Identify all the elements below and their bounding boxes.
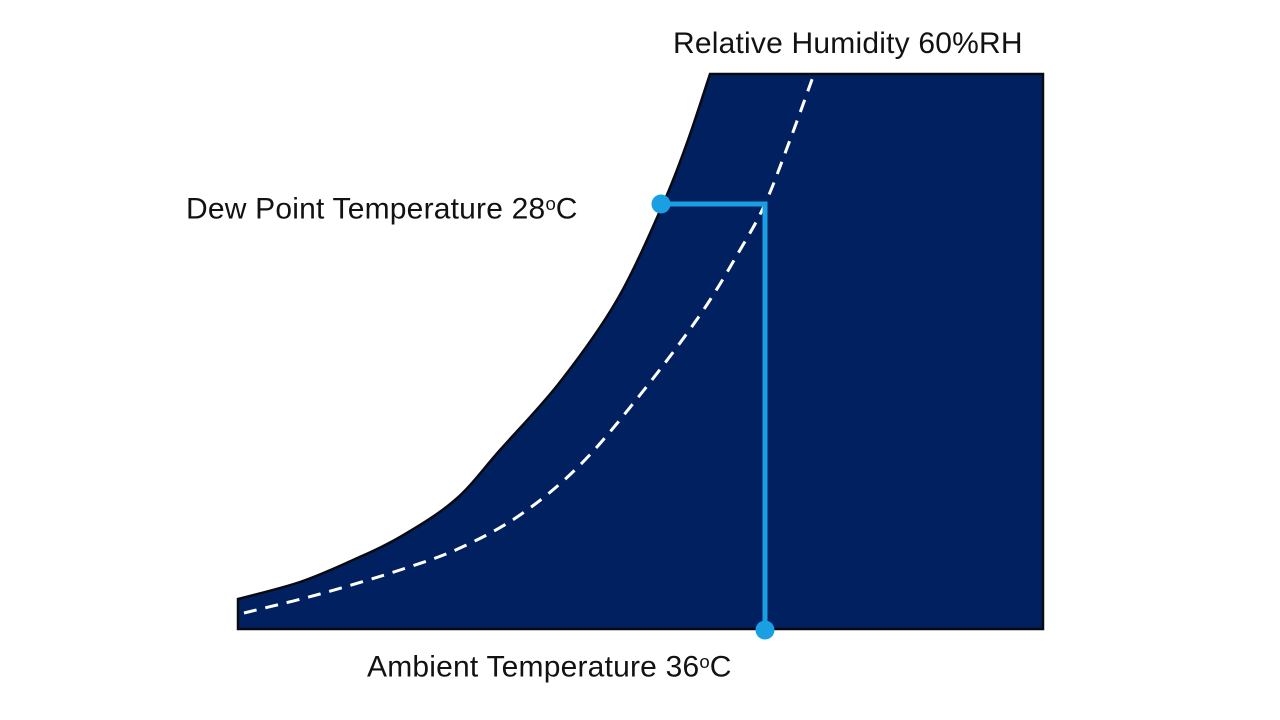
annotation-line [661, 201, 768, 630]
saturation-region [236, 72, 1045, 631]
relative-humidity-label: Relative Humidity 60%RH [673, 26, 1023, 62]
ambient-temperature-label: Ambient Temperature 36oC [367, 644, 732, 685]
dew-point-degree-symbol: o [545, 193, 556, 214]
annotation-markers [651, 194, 775, 640]
dew-point-label-text: Dew Point Temperature 28 [186, 192, 546, 226]
ambient-marker [755, 620, 775, 640]
ambient-temperature-label-text: Ambient Temperature 36 [367, 650, 700, 684]
ambient-unit: C [709, 650, 732, 684]
dew-point-label: Dew Point Temperature 28oC [186, 186, 578, 227]
dew-point-unit: C [555, 192, 578, 226]
dew-point-marker [651, 194, 671, 214]
relative-humidity-label-text: Relative Humidity 60%RH [673, 27, 1023, 60]
ambient-degree-symbol: o [699, 651, 710, 672]
